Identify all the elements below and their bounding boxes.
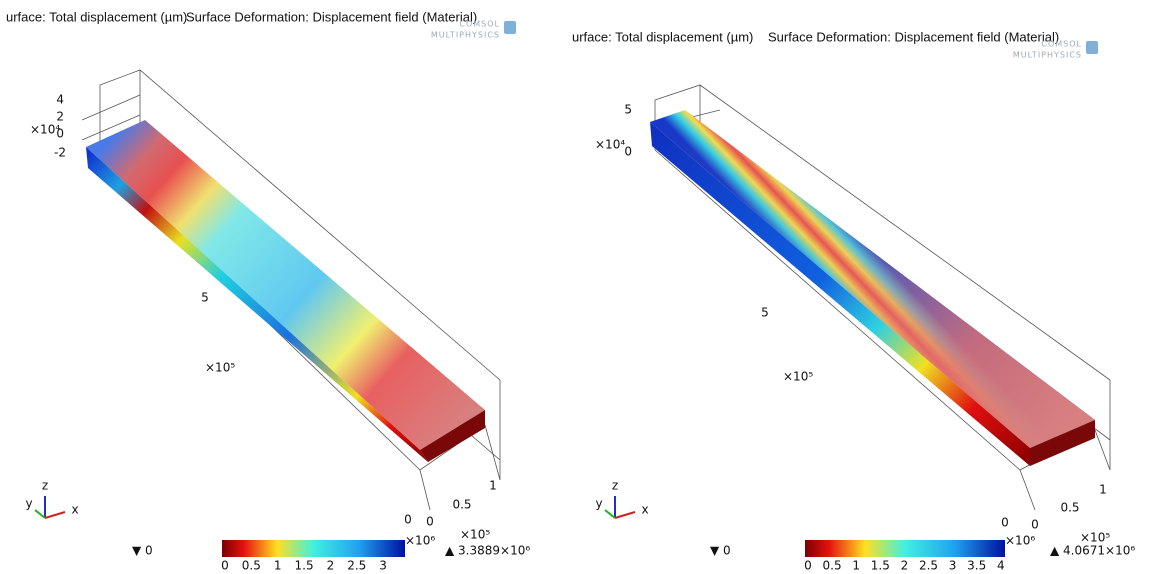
max-label: ▲ 4.0671×10⁶ (1050, 544, 1135, 558)
beam-top-shade (650, 110, 1095, 448)
y-tick-label: 0 (404, 513, 412, 527)
colorbar-tick-label: 2 (901, 559, 909, 573)
colorbar-tick-label: 2.5 (919, 559, 938, 573)
logo-icon (1086, 41, 1098, 54)
y-tick-label: 5 (201, 291, 209, 305)
screenshot: urface: Total displacement (µm)Surface D… (0, 0, 1163, 574)
z-tick-label: 2 (56, 110, 64, 124)
colorbar-tick-label: 1.5 (295, 559, 314, 573)
colorbar-tick-label: 3 (379, 559, 387, 573)
deformation-label: Surface Deformation: Displacement field … (186, 9, 477, 24)
logo-text: COMSOL (1041, 40, 1082, 49)
z-exponent: ×10⁴ (30, 123, 60, 137)
colorbar-tick-label: 2.5 (347, 559, 366, 573)
triad-y (35, 510, 45, 518)
logo-text: MULTIPHYSICS (1013, 51, 1082, 60)
z-tick-label: 5 (624, 103, 632, 117)
colorbar-tick-label: 3.5 (967, 559, 986, 573)
triad-label: x (71, 503, 78, 517)
z-exponent: ×10⁴ (595, 138, 625, 152)
plot-expression: urface: Total displacement (µm) (6, 9, 187, 24)
colorbar-tick-label: 0 (804, 559, 812, 573)
logo-icon (504, 21, 516, 34)
colorbar (805, 540, 1005, 557)
x-tick-label: 0.5 (452, 498, 471, 512)
y-exponent: ×10⁵ (205, 361, 235, 375)
colorbar-tick-label: 1 (852, 559, 860, 573)
y-tick-label: 0 (1001, 516, 1009, 530)
triad-x (615, 512, 635, 518)
z-tick-label: -2 (54, 146, 66, 160)
min-label: ▼ 0 (132, 544, 153, 558)
plot-3d (650, 85, 1110, 510)
colorbar-tick-label: 0 (221, 559, 229, 573)
beam-side (650, 122, 1030, 466)
beam-top (86, 120, 485, 450)
colorbar-tick-label: 0.5 (242, 559, 261, 573)
x-tick-label: 1 (1099, 483, 1107, 497)
logo-text: COMSOL (459, 20, 500, 29)
plot-expression: urface: Total displacement (µm) (572, 29, 753, 44)
z-tick-label: 4 (56, 93, 64, 107)
x-tick-label: 0 (426, 515, 434, 529)
x-tick-label: 0 (1031, 518, 1039, 532)
colorbar-tick-label: 1.5 (871, 559, 890, 573)
triad-y (605, 510, 615, 518)
plot-3d (82, 70, 500, 510)
colorbar-exponent: ×10⁶ (405, 534, 435, 548)
x-tick-label: 1 (489, 479, 497, 493)
beam-side (86, 147, 428, 462)
colorbar-tick-label: 1 (274, 559, 282, 573)
min-label: ▼ 0 (710, 544, 731, 558)
triad-label: y (25, 497, 32, 511)
colorbar-tick-label: 2 (327, 559, 335, 573)
x-exponent: ×10⁵ (460, 528, 490, 542)
x-exponent: ×10⁵ (1080, 531, 1110, 545)
triad-label: z (42, 479, 48, 493)
colorbar-exponent: ×10⁶ (1005, 534, 1035, 548)
x-tick-label: 0.5 (1060, 501, 1079, 515)
triad-label: x (641, 503, 648, 517)
max-label: ▲ 3.3889×10⁶ (445, 544, 530, 558)
colorbar-tick-label: 3 (949, 559, 957, 573)
triad-label: y (595, 497, 602, 511)
colorbar-tick-label: 4 (997, 559, 1005, 573)
y-tick-label: 5 (761, 306, 769, 320)
triad-x (45, 512, 65, 518)
colorbar (222, 540, 405, 557)
logo-text: MULTIPHYSICS (431, 31, 500, 40)
z-tick-label: 0 (624, 145, 632, 159)
y-exponent: ×10⁵ (783, 370, 813, 384)
deformation-label: Surface Deformation: Displacement field … (768, 29, 1059, 44)
colorbar-tick-label: 0.5 (823, 559, 842, 573)
triad-label: z (612, 479, 618, 493)
